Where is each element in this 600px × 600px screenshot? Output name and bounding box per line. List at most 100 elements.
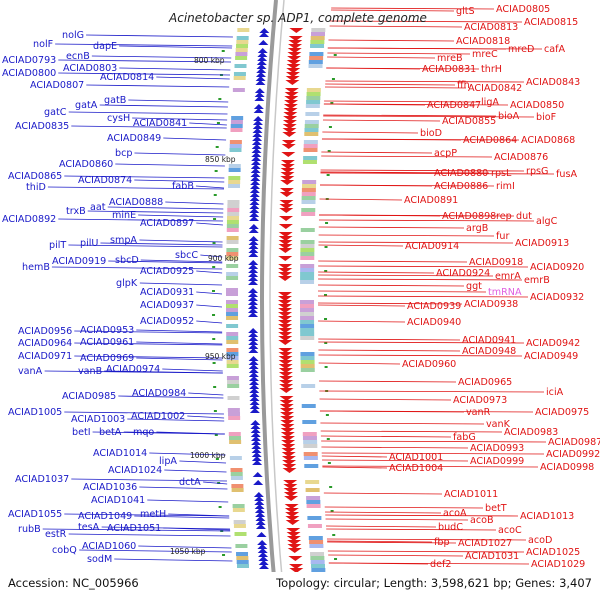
gene-label[interactable]: thrH xyxy=(481,64,502,75)
gene-label[interactable]: emrB xyxy=(524,275,550,286)
gene-label[interactable]: bioA xyxy=(498,111,520,122)
gene-label[interactable]: ACIAD0886 xyxy=(434,181,488,192)
gene-label[interactable]: hemB xyxy=(22,262,50,273)
gene-label[interactable]: sbcC xyxy=(175,250,198,261)
gene-label[interactable]: fbp xyxy=(434,537,450,548)
gene-label[interactable]: ACIAD0843 xyxy=(526,77,580,88)
gene-label[interactable]: ACIAD1036 xyxy=(83,482,137,493)
gene-label[interactable]: ACIAD0925 xyxy=(140,266,194,277)
gene-label[interactable]: sbcD xyxy=(115,255,139,266)
gene-label[interactable]: ACIAD0800 xyxy=(2,68,56,79)
gene-label[interactable]: ACIAD0898 xyxy=(442,211,496,222)
gene-label[interactable]: cysH xyxy=(107,113,130,124)
gene-label[interactable]: ACIAD0953 xyxy=(80,325,134,336)
gene-label[interactable]: ACIAD0918 xyxy=(469,257,523,268)
gene-label[interactable]: ACIAD1004 xyxy=(389,463,443,474)
gene-label[interactable]: ACIAD1041 xyxy=(91,495,145,506)
gene-label[interactable]: ACIAD0865 xyxy=(8,171,62,182)
gene-label[interactable]: dctA xyxy=(179,477,201,488)
gene-label[interactable]: nolG xyxy=(62,30,84,41)
gene-label[interactable]: ACIAD0960 xyxy=(402,359,456,370)
gene-label[interactable]: rubB xyxy=(18,524,41,535)
gene-label[interactable]: acpP xyxy=(434,148,457,159)
gene-label[interactable]: def2 xyxy=(430,559,451,570)
gene-label[interactable]: ACIAD1031 xyxy=(465,551,519,562)
gene-label[interactable]: metH xyxy=(140,509,166,520)
gene-label[interactable]: ACIAD1029 xyxy=(531,559,585,570)
gene-label[interactable]: ACIAD0892 xyxy=(2,214,56,225)
gene-label[interactable]: betT xyxy=(485,503,507,514)
gene-label[interactable]: pilU xyxy=(80,238,98,249)
gene-label[interactable]: gatC xyxy=(44,107,67,118)
gene-label[interactable]: ACIAD1001 xyxy=(389,452,443,463)
gene-label[interactable]: ACIAD0813 xyxy=(464,22,518,33)
gene-label[interactable]: ACIAD0919 xyxy=(52,256,106,267)
gene-label[interactable]: ACIAD0984 xyxy=(132,388,186,399)
gene-label[interactable]: tmRNA xyxy=(488,287,522,298)
gene-label[interactable]: vanA xyxy=(18,366,43,377)
gene-label[interactable]: ACIAD0932 xyxy=(530,292,584,303)
gene-label[interactable]: ACIAD0803 xyxy=(63,63,117,74)
gene-label[interactable]: ACIAD0998 xyxy=(540,462,594,473)
gene-label[interactable]: ACIAD1005 xyxy=(8,407,62,418)
gene-label[interactable]: vanK xyxy=(486,419,511,430)
gene-label[interactable]: mreD xyxy=(508,44,534,55)
gene-label[interactable]: bcp xyxy=(115,148,132,159)
gene-label[interactable]: lipA xyxy=(159,456,177,467)
gene-label[interactable]: rpsL xyxy=(491,168,512,179)
gene-label[interactable]: aat xyxy=(90,202,106,213)
gene-label[interactable]: ACIAD0937 xyxy=(140,300,194,311)
gene-label[interactable]: rep xyxy=(496,211,512,222)
gene-label[interactable]: fabB xyxy=(172,181,194,192)
gene-label[interactable]: ACIAD0974 xyxy=(106,364,160,375)
gene-label[interactable]: ACIAD0855 xyxy=(442,116,496,127)
gene-label[interactable]: ACIAD0993 xyxy=(470,443,524,454)
gene-label[interactable]: ggt xyxy=(466,281,482,292)
gene-label[interactable]: nolF xyxy=(33,39,53,50)
gene-label[interactable]: cafA xyxy=(544,44,566,55)
gene-label[interactable]: ACIAD0975 xyxy=(535,407,589,418)
gene-label[interactable]: ffh xyxy=(457,80,470,91)
gene-label[interactable]: fusA xyxy=(556,169,577,180)
gene-label[interactable]: ACIAD0860 xyxy=(59,159,113,170)
gene-label[interactable]: pilT xyxy=(49,240,66,251)
gene-label[interactable]: vanR xyxy=(466,407,491,418)
gene-label[interactable]: ACIAD1013 xyxy=(520,511,574,522)
gene-label[interactable]: ACIAD0999 xyxy=(470,456,524,467)
gene-label[interactable]: acoB xyxy=(470,515,494,526)
gene-label[interactable]: ACIAD0969 xyxy=(80,353,134,364)
gene-label[interactable]: acoC xyxy=(498,525,522,536)
gene-label[interactable]: ACIAD0815 xyxy=(524,17,578,28)
gene-label[interactable]: ACIAD0973 xyxy=(453,395,507,406)
gene-label[interactable]: ACIAD0914 xyxy=(405,241,459,252)
gene-label[interactable]: glpK xyxy=(116,278,138,289)
gene-label[interactable]: ACIAD0876 xyxy=(494,152,548,163)
gene-label[interactable]: betI xyxy=(72,427,91,438)
gene-label[interactable]: vanB xyxy=(78,366,102,377)
gene-label[interactable]: ACIAD0942 xyxy=(526,338,580,349)
gene-label[interactable]: ACIAD0814 xyxy=(100,72,154,83)
gene-label[interactable]: ACIAD1025 xyxy=(526,547,580,558)
gene-label[interactable]: ACIAD0941 xyxy=(462,335,516,346)
gene-label[interactable]: bioF xyxy=(536,112,556,123)
gene-label[interactable]: mqo xyxy=(133,427,154,438)
gene-label[interactable]: ACIAD0985 xyxy=(62,391,116,402)
gene-label[interactable]: ACIAD0920 xyxy=(530,262,584,273)
gene-label[interactable]: gatA xyxy=(75,100,98,111)
gene-label[interactable]: ACIAD0847 xyxy=(427,100,481,111)
gene-label[interactable]: sodM xyxy=(87,554,112,565)
gene-label[interactable]: ACIAD0874 xyxy=(78,175,132,186)
gene-label[interactable]: ACIAD1024 xyxy=(108,465,162,476)
gene-label[interactable]: ACIAD0835 xyxy=(15,121,69,132)
gene-label[interactable]: bioD xyxy=(420,128,442,139)
gene-label[interactable]: minE xyxy=(112,210,136,221)
gene-label[interactable]: ACIAD0850 xyxy=(510,100,564,111)
gene-label[interactable]: ACIAD0961 xyxy=(80,337,134,348)
gene-label[interactable]: ACIAD0938 xyxy=(464,299,518,310)
gene-label[interactable]: ACIAD0841 xyxy=(133,118,187,129)
gene-label[interactable]: ACIAD1051 xyxy=(107,523,161,534)
gene-label[interactable]: ACIAD0931 xyxy=(140,287,194,298)
gene-label[interactable]: ACIAD0939 xyxy=(407,301,461,312)
gene-label[interactable]: acoD xyxy=(528,535,552,546)
gene-label[interactable]: ACIAD0952 xyxy=(140,316,194,327)
